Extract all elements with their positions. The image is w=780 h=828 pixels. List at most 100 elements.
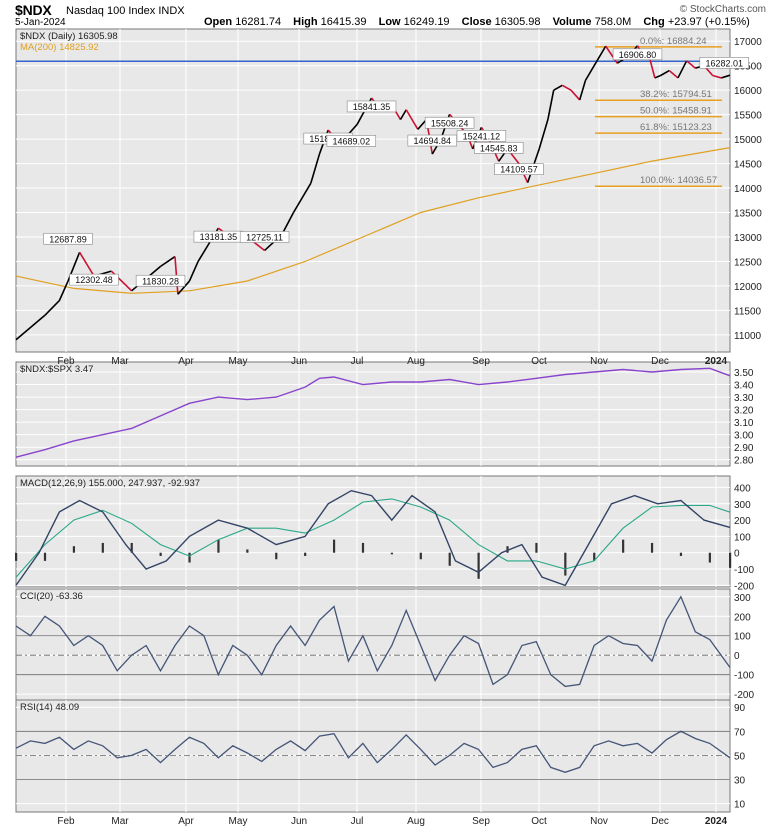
ytick-cci-0: -200 bbox=[734, 690, 754, 701]
price-annotation-8: 14694.84 bbox=[407, 134, 457, 147]
ytick-price-10: 16000 bbox=[734, 86, 762, 97]
ytick-rsi-1: 30 bbox=[734, 775, 746, 786]
panel-ratio bbox=[15, 361, 731, 467]
macd-histogram-bar bbox=[72, 546, 76, 553]
ytick-macd-2: 0 bbox=[734, 549, 740, 560]
ytick-ratio-4: 3.20 bbox=[734, 406, 754, 417]
annotation-box bbox=[135, 274, 186, 287]
annotation-box bbox=[239, 231, 290, 243]
price-annotation-9: 15508.24 bbox=[424, 116, 475, 129]
ma200-line bbox=[15, 147, 731, 294]
month-label-1-10: Dec bbox=[651, 816, 669, 827]
macd-histogram-bar bbox=[304, 552, 307, 556]
macd-histogram-bar bbox=[419, 552, 422, 560]
ytick-ratio-0: 2.80 bbox=[734, 456, 754, 467]
ytick-rsi-2: 50 bbox=[734, 751, 746, 762]
ytick-macd-6: 400 bbox=[734, 483, 751, 494]
panel-cci bbox=[15, 588, 731, 701]
month-label-0-7: Sep bbox=[472, 356, 490, 367]
month-label-0-10: Dec bbox=[651, 356, 669, 367]
macd-histogram-bar bbox=[130, 542, 133, 553]
ytick-ratio-3: 3.10 bbox=[734, 418, 754, 429]
stat-volume: Volume 758.0M bbox=[552, 16, 632, 28]
ytick-macd-4: 200 bbox=[734, 516, 751, 527]
ytick-price-9: 15500 bbox=[734, 111, 762, 122]
macd-histogram-bar bbox=[159, 552, 162, 556]
price-annotation-11: 15241.12 bbox=[456, 130, 507, 142]
ytick-cci-3: 100 bbox=[734, 632, 751, 643]
fib-label-1: 38.2%: 15794.51 bbox=[640, 89, 712, 100]
month-label-0-4: Jun bbox=[291, 356, 307, 367]
annotation-box bbox=[456, 130, 507, 142]
price-annotation-7: 15841.35 bbox=[346, 100, 397, 113]
index-name: Nasdaq 100 Index INDX bbox=[66, 5, 185, 17]
annotation-text: 15508.24 bbox=[431, 118, 469, 128]
month-label-0-0: Feb bbox=[57, 356, 75, 367]
annotation-text: 12725.11 bbox=[246, 232, 283, 242]
price-segment bbox=[721, 74, 731, 79]
ytick-price-8: 15000 bbox=[734, 135, 762, 146]
month-label-0-6: Aug bbox=[407, 356, 425, 367]
price-annotation-3: 13181.35 bbox=[193, 230, 244, 243]
stat-low: Low 16249.19 bbox=[378, 16, 450, 28]
legend-macd-0: MACD(12,26,9) 155.000, 247.937, -92.937 bbox=[20, 478, 200, 489]
price-segment bbox=[44, 300, 60, 316]
price-segment bbox=[399, 109, 407, 120]
annotation-box bbox=[424, 116, 475, 129]
price-segment bbox=[553, 84, 563, 91]
legend-rsi-0: RSI(14) 48.09 bbox=[20, 702, 79, 713]
annotation-text: 12687.89 bbox=[49, 234, 87, 244]
annotation-text: 16282.01 bbox=[705, 58, 743, 68]
macd-histogram-bar bbox=[708, 552, 711, 563]
price-segment bbox=[596, 45, 607, 62]
annotation-text: 16906.80 bbox=[619, 50, 657, 60]
price-segment bbox=[292, 182, 312, 213]
price-annotation-10: 14545.83 bbox=[474, 142, 524, 154]
price-segment bbox=[188, 261, 199, 282]
ytick-cci-5: 300 bbox=[734, 593, 751, 604]
month-label-0-2: Apr bbox=[178, 356, 194, 367]
price-segment bbox=[405, 109, 419, 130]
ytick-rsi-0: 10 bbox=[734, 800, 746, 811]
annotation-text: 14545.83 bbox=[480, 143, 518, 153]
month-label-0-9: Nov bbox=[590, 356, 608, 367]
legend-price-0: $NDX (Daily) 16305.98 bbox=[20, 31, 118, 42]
ytick-price-2: 12000 bbox=[734, 282, 762, 293]
ytick-ratio-1: 2.90 bbox=[734, 443, 754, 454]
ytick-ratio-7: 3.50 bbox=[734, 368, 754, 379]
price-segment bbox=[570, 89, 581, 101]
annotation-text: 15841.35 bbox=[353, 102, 391, 112]
ytick-ratio-2: 3.00 bbox=[734, 431, 754, 442]
month-label-1-1: Mar bbox=[111, 816, 129, 827]
macd-histogram-bar bbox=[564, 552, 567, 576]
ytick-price-5: 13500 bbox=[734, 209, 762, 220]
stat-high: High 16415.39 bbox=[293, 16, 367, 28]
price-segment bbox=[547, 90, 555, 120]
ytick-price-12: 17000 bbox=[734, 37, 762, 48]
legend-price-1: MA(200) 14825.92 bbox=[20, 42, 99, 53]
ytick-macd-0: -200 bbox=[734, 581, 754, 592]
month-label-0-11: 2024 bbox=[705, 356, 728, 367]
ytick-macd-1: -100 bbox=[734, 565, 754, 576]
macd-histogram-bar bbox=[650, 542, 654, 553]
macd-histogram-bar bbox=[390, 552, 393, 555]
macd-line bbox=[15, 489, 731, 587]
symbol-title: $NDX bbox=[15, 2, 52, 18]
price-segment bbox=[78, 251, 95, 277]
price-annotation-0: 12687.89 bbox=[43, 232, 93, 245]
macd-histogram-bar bbox=[43, 552, 47, 561]
price-annotation-12: 14109.57 bbox=[494, 163, 544, 175]
annotation-box bbox=[494, 163, 544, 175]
fib-label-4: 100.0%: 14036.57 bbox=[640, 175, 717, 186]
month-label-1-9: Nov bbox=[590, 816, 608, 827]
price-segment bbox=[686, 60, 696, 69]
price-segment bbox=[578, 80, 587, 101]
ytick-price-4: 13000 bbox=[734, 233, 762, 244]
panel-price bbox=[15, 28, 731, 353]
price-segment bbox=[538, 119, 549, 150]
annotation-box bbox=[69, 273, 119, 286]
price-segment bbox=[654, 74, 661, 79]
price-segment bbox=[160, 255, 176, 268]
annotation-text: 11830.28 bbox=[142, 276, 179, 286]
